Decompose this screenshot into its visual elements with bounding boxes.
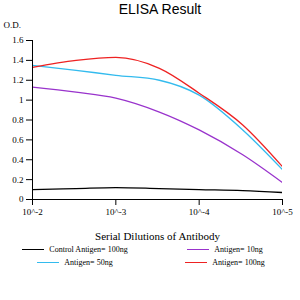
html-text:Antigen= 100ng: Antigen= 100ng (212, 258, 265, 267)
html-text:ELISA Result: ELISA Result (118, 1, 202, 17)
svg-text:O.D.: O.D. (4, 20, 22, 30)
svg-text:1.2: 1.2 (12, 75, 23, 85)
svg-text:0.2: 0.2 (12, 175, 23, 185)
html-text:Control Antigen= 100ng: Control Antigen= 100ng (49, 245, 128, 254)
svg-text:10^-5: 10^-5 (272, 207, 293, 217)
svg-text:1.4: 1.4 (12, 55, 24, 65)
svg-text:10^-2: 10^-2 (22, 207, 43, 217)
svg-text:10^-3: 10^-3 (105, 207, 126, 217)
svg-text:0: 0 (19, 194, 24, 204)
svg-text:1.6: 1.6 (12, 35, 24, 45)
html-text:Antigen= 10ng: Antigen= 10ng (214, 245, 263, 254)
svg-text:0.4: 0.4 (12, 155, 24, 165)
svg-text:1: 1 (19, 95, 24, 105)
svg-text:0.6: 0.6 (12, 135, 24, 145)
svg-text:10^-4: 10^-4 (189, 207, 210, 217)
html-text:Antigen= 50ng: Antigen= 50ng (64, 258, 113, 267)
svg-text:Serial Dilutions of Antibody: Serial Dilutions of Antibody (95, 230, 220, 242)
svg-text:0.8: 0.8 (12, 115, 24, 125)
